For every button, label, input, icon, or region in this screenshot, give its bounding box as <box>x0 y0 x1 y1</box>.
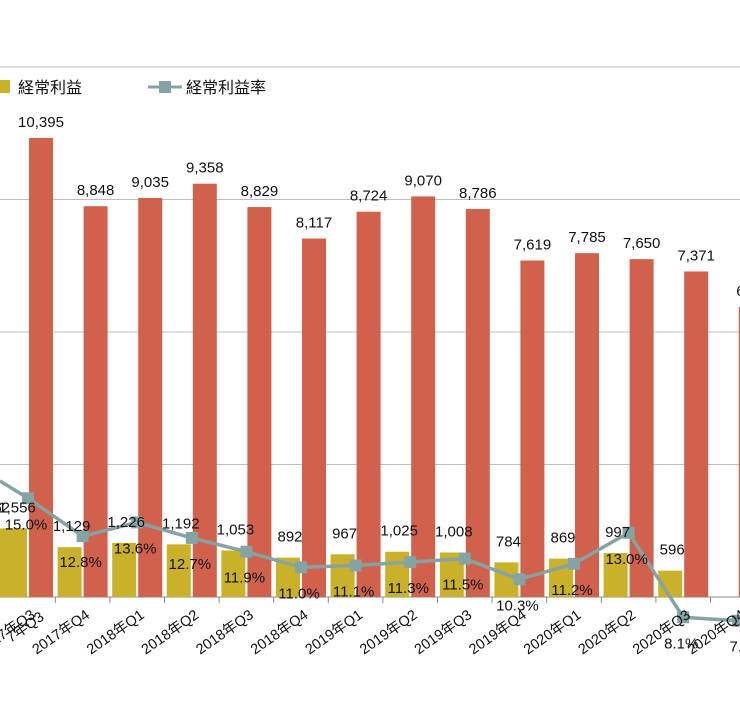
sales-label: 7,619 <box>514 236 552 253</box>
rate-marker <box>513 573 526 586</box>
rate-marker <box>185 531 198 544</box>
rate-label: 11.5% <box>442 577 483 594</box>
rate-label: 8.1% <box>664 635 698 652</box>
rate-marker <box>622 526 635 539</box>
sales-bar <box>575 253 599 597</box>
sales-label: 9,070 <box>404 172 442 189</box>
profit-bar <box>221 550 246 597</box>
profit-label: 1,129 <box>53 518 91 535</box>
profit-label: 1,226 <box>107 514 145 531</box>
data-labels: 52 10,395 1,556 8,848 1,129 9,035 1,226 9,358 1,… <box>0 114 740 656</box>
rate-label: 13.0% <box>605 551 648 568</box>
category-label: 2018年Q3 <box>193 606 257 658</box>
rate-marker <box>677 611 690 624</box>
profit-label: 892 <box>277 529 302 546</box>
sales-bar <box>629 259 654 597</box>
profit-label: 869 <box>550 530 575 547</box>
legend-swatch-profit <box>0 80 10 93</box>
sales-label: 7,650 <box>623 235 661 252</box>
sales-label: 7,785 <box>568 229 606 246</box>
rate-label: 12.8% <box>59 554 102 571</box>
sales-bar <box>684 271 709 597</box>
sales-bar <box>29 137 53 597</box>
profit-label: 596 <box>660 542 685 559</box>
rate-marker <box>349 559 362 572</box>
rate-label: 13.6% <box>114 540 157 557</box>
profit-label-partial: 52 <box>0 499 10 516</box>
legend-label-profit: 経常利益 <box>18 79 82 97</box>
profit-bar <box>3 528 27 597</box>
category-label: 2019年Q1 <box>302 606 366 658</box>
profit-bar <box>166 544 191 597</box>
sales-bar <box>356 211 381 597</box>
sales-bar <box>738 306 740 597</box>
sales-label: 8,848 <box>77 182 115 199</box>
profit-label: 1,053 <box>217 521 255 538</box>
sales-bar <box>302 238 326 598</box>
profit-bar <box>57 547 82 597</box>
rate-label: 11.3% <box>387 580 428 597</box>
profit-bar <box>603 552 628 597</box>
sales-label: 8,724 <box>350 188 388 205</box>
profit-label: 1,008 <box>435 523 473 540</box>
category-label: 2019年Q3 <box>411 606 475 658</box>
sales-label: 6,57 <box>736 283 740 300</box>
rate-marker <box>295 561 307 574</box>
rate-marker <box>404 556 417 569</box>
sales-label: 8,786 <box>459 185 497 202</box>
rate-label: 11.2% <box>551 582 592 599</box>
rate-label: 10.3% <box>496 597 539 614</box>
profit-label: 784 <box>496 533 521 550</box>
sales-bar <box>520 260 545 597</box>
rate-label: 11.1% <box>333 584 374 601</box>
sales-label: 8,829 <box>241 183 279 200</box>
rate-marker <box>458 552 471 565</box>
sales-label: 8,117 <box>296 214 332 231</box>
sales-label: 9,035 <box>131 174 169 191</box>
rate-line <box>0 479 740 627</box>
rate-marker <box>22 492 34 505</box>
sales-bar <box>138 197 163 597</box>
category-label: 2018年Q4 <box>247 606 311 658</box>
x-axis: 2017年Q32017年Q42018年Q12018年Q22018年Q32018年… <box>0 597 740 658</box>
profit-label: 967 <box>332 525 357 542</box>
sales-bar <box>465 208 490 597</box>
profit-label: 997 <box>605 524 630 541</box>
legend-marker-rate <box>159 81 171 93</box>
legend-label-rate: 経常利益率 <box>186 79 266 97</box>
rate-label: 11.0% <box>278 585 319 602</box>
rate-label: 7. <box>730 639 740 656</box>
sales-bar <box>247 207 272 598</box>
profit-label: 1,192 <box>162 515 200 532</box>
rate-marker <box>731 614 740 627</box>
category-label: 2020年Q2 <box>575 606 639 658</box>
category-label: 2018年Q1 <box>84 606 148 658</box>
rate-label: 15.0% <box>5 516 48 533</box>
rate-marker <box>131 516 144 529</box>
category-label: 2018年Q2 <box>138 606 202 658</box>
sales-label: 9,358 <box>186 160 224 177</box>
rate-marker <box>240 545 253 558</box>
category-label: 2019年Q2 <box>357 606 421 658</box>
bars <box>0 137 740 598</box>
rate-label: 12.7% <box>169 556 212 573</box>
rate-marker <box>568 557 580 570</box>
rate-label: 11.9% <box>224 570 265 587</box>
profit-bar <box>112 542 137 597</box>
rate-marker <box>76 530 89 543</box>
profit-label: 1,556 <box>0 499 36 516</box>
sales-bar <box>192 183 217 597</box>
sales-label: 7,371 <box>677 247 715 264</box>
sales-bar <box>411 196 436 598</box>
profit-label: 1,025 <box>380 523 418 540</box>
legend: 経常利益 経常利益率 <box>0 79 266 97</box>
sales-label: 10,395 <box>18 114 64 131</box>
